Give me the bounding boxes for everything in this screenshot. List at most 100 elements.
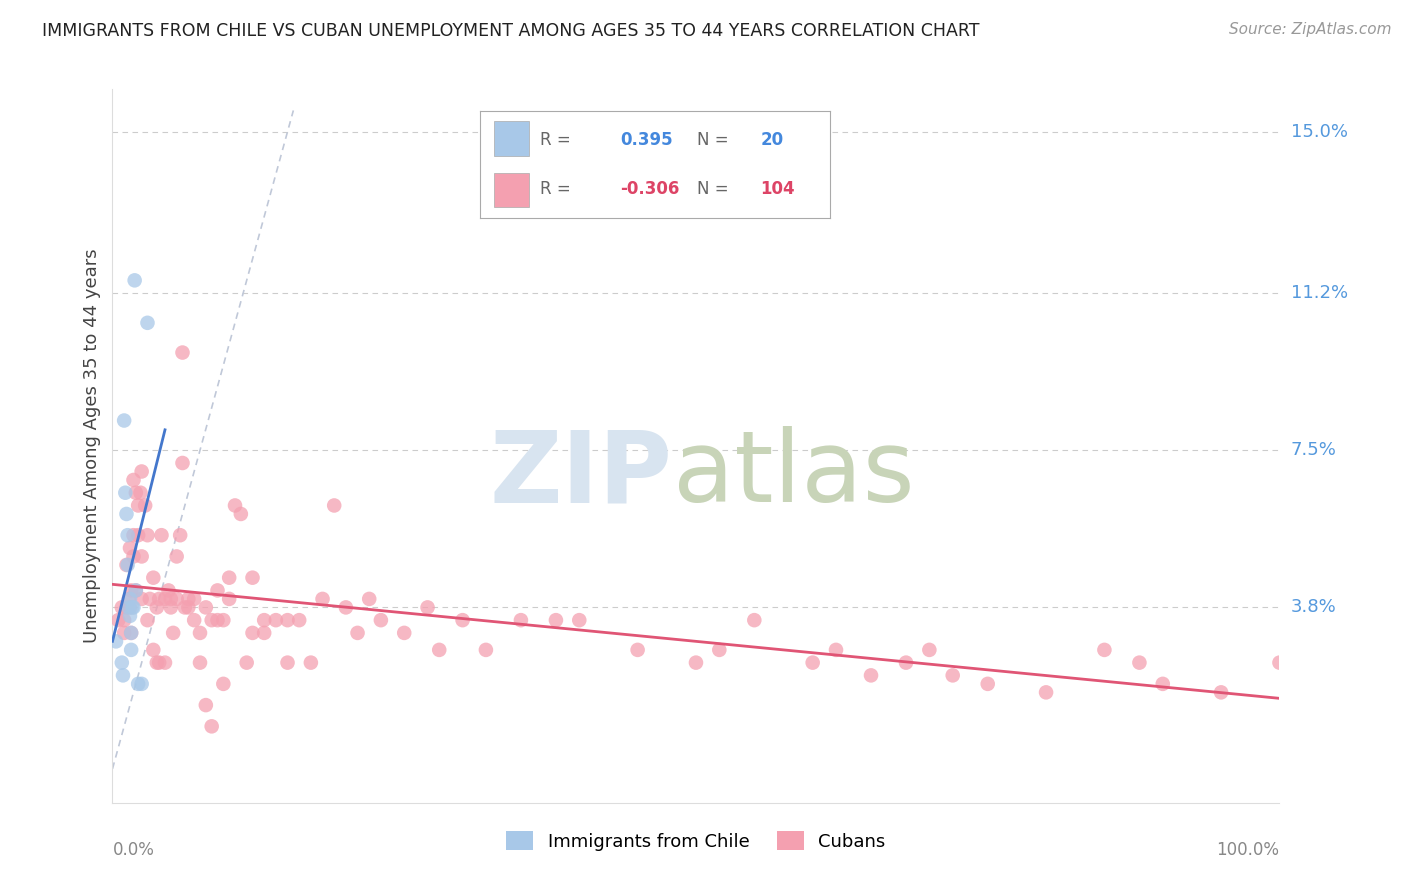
Point bbox=[127, 499, 149, 513]
Point bbox=[451, 613, 474, 627]
Point bbox=[825, 643, 848, 657]
Point bbox=[264, 613, 287, 627]
Point bbox=[509, 613, 531, 627]
Point bbox=[212, 677, 235, 691]
Point bbox=[194, 600, 217, 615]
Point bbox=[118, 600, 141, 615]
Point bbox=[359, 591, 381, 606]
Point bbox=[201, 719, 224, 733]
Point bbox=[115, 600, 138, 615]
Point bbox=[118, 591, 141, 606]
Point bbox=[139, 591, 162, 606]
Point bbox=[685, 656, 707, 670]
Point bbox=[1035, 685, 1057, 699]
Point bbox=[172, 456, 194, 470]
Point bbox=[544, 613, 567, 627]
Point bbox=[160, 591, 183, 606]
Point bbox=[169, 528, 191, 542]
Point bbox=[173, 600, 195, 615]
Point bbox=[323, 499, 346, 513]
Point bbox=[188, 626, 211, 640]
Point bbox=[131, 465, 153, 479]
Point bbox=[115, 507, 138, 521]
Point bbox=[153, 656, 176, 670]
Text: ZIP: ZIP bbox=[489, 426, 672, 523]
Point bbox=[1152, 677, 1174, 691]
Text: 3.8%: 3.8% bbox=[1291, 599, 1336, 616]
Point bbox=[183, 613, 205, 627]
Point bbox=[276, 613, 298, 627]
Point bbox=[120, 583, 142, 598]
Point bbox=[918, 643, 941, 657]
Text: Source: ZipAtlas.com: Source: ZipAtlas.com bbox=[1229, 22, 1392, 37]
Point bbox=[177, 600, 200, 615]
Point bbox=[112, 413, 135, 427]
Point bbox=[121, 600, 143, 615]
Point bbox=[894, 656, 917, 670]
Point bbox=[153, 591, 176, 606]
Point bbox=[107, 613, 129, 627]
Point bbox=[118, 541, 141, 555]
Text: atlas: atlas bbox=[672, 426, 914, 523]
Point bbox=[288, 613, 311, 627]
Point bbox=[118, 600, 141, 615]
Point bbox=[131, 591, 153, 606]
Point bbox=[160, 600, 183, 615]
Point bbox=[201, 613, 224, 627]
Point bbox=[111, 600, 134, 615]
Text: 0.0%: 0.0% bbox=[112, 841, 155, 859]
Point bbox=[207, 583, 229, 598]
Point bbox=[122, 549, 145, 564]
Point bbox=[475, 643, 498, 657]
Point bbox=[207, 613, 229, 627]
Point bbox=[976, 677, 998, 691]
Point bbox=[157, 583, 180, 598]
Point bbox=[311, 591, 333, 606]
Point bbox=[120, 643, 142, 657]
Point bbox=[253, 626, 276, 640]
Point bbox=[242, 626, 264, 640]
Point bbox=[224, 499, 246, 513]
Point bbox=[183, 591, 205, 606]
Point bbox=[235, 656, 257, 670]
Point bbox=[117, 558, 139, 572]
Point bbox=[122, 528, 145, 542]
Point bbox=[370, 613, 392, 627]
Point bbox=[1268, 656, 1291, 670]
Text: 7.5%: 7.5% bbox=[1291, 442, 1337, 459]
Point bbox=[125, 485, 148, 500]
Point bbox=[218, 571, 240, 585]
Point bbox=[427, 643, 450, 657]
Point bbox=[124, 273, 146, 287]
Text: 15.0%: 15.0% bbox=[1291, 123, 1347, 141]
Point bbox=[166, 591, 188, 606]
Point bbox=[127, 528, 149, 542]
Point bbox=[218, 591, 240, 606]
Point bbox=[131, 677, 153, 691]
Point bbox=[129, 485, 152, 500]
Point bbox=[172, 345, 194, 359]
Point bbox=[122, 600, 145, 615]
Text: IMMIGRANTS FROM CHILE VS CUBAN UNEMPLOYMENT AMONG AGES 35 TO 44 YEARS CORRELATIO: IMMIGRANTS FROM CHILE VS CUBAN UNEMPLOYM… bbox=[42, 22, 980, 40]
Point bbox=[709, 643, 731, 657]
Point bbox=[146, 600, 169, 615]
Point bbox=[127, 677, 149, 691]
Point bbox=[120, 626, 142, 640]
Point bbox=[142, 643, 165, 657]
Point bbox=[111, 656, 134, 670]
Y-axis label: Unemployment Among Ages 35 to 44 years: Unemployment Among Ages 35 to 44 years bbox=[83, 249, 101, 643]
Point bbox=[188, 656, 211, 670]
Point bbox=[142, 571, 165, 585]
Point bbox=[111, 668, 134, 682]
Point bbox=[122, 473, 145, 487]
Point bbox=[146, 656, 169, 670]
Point bbox=[568, 613, 591, 627]
Point bbox=[112, 626, 135, 640]
Point bbox=[104, 634, 127, 648]
Point bbox=[346, 626, 368, 640]
Point bbox=[136, 528, 159, 542]
Point bbox=[134, 499, 156, 513]
Point bbox=[114, 485, 136, 500]
Point bbox=[118, 591, 141, 606]
Point bbox=[1209, 685, 1232, 699]
